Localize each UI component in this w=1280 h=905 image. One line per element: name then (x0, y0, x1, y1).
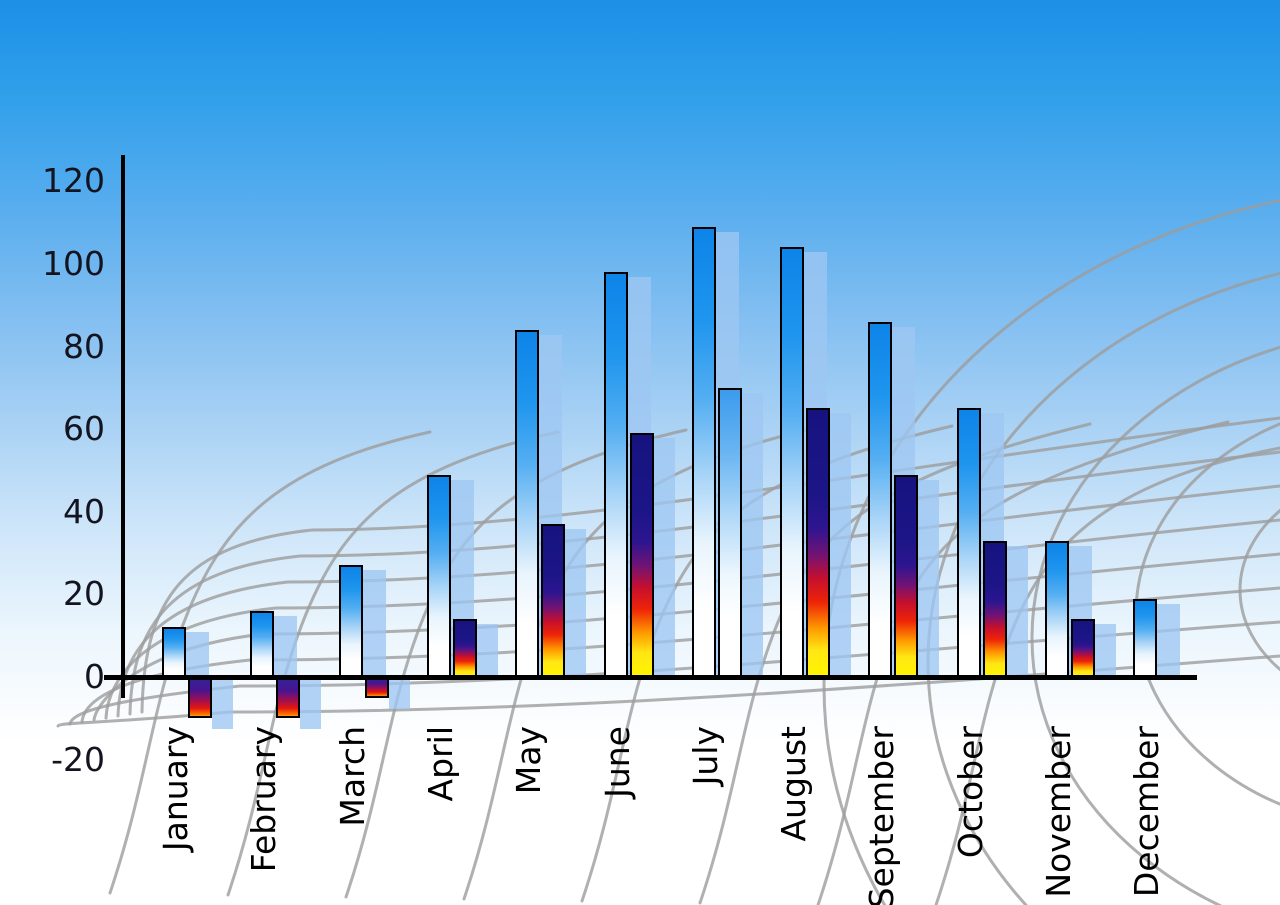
bar-june-secondary-shadow (653, 438, 675, 679)
x-axis-label: August (774, 726, 814, 842)
grid-meridian-line (226, 430, 560, 897)
bar-february-secondary-shadow (300, 680, 322, 730)
bar-july-secondary (717, 387, 742, 677)
bar-august-primary (780, 247, 805, 677)
bar-january-primary (162, 627, 186, 677)
x-axis-line (104, 675, 1197, 680)
bar-january-primary-shadow (185, 632, 209, 679)
bar-september-secondary (894, 474, 919, 677)
bar-october-secondary (982, 540, 1007, 677)
x-axis-label: March (332, 726, 372, 827)
grid-arc (822, 199, 1280, 905)
grid-meridian-line (108, 430, 432, 895)
x-axis-label: February (244, 726, 284, 873)
bar-july-primary (691, 226, 716, 677)
x-axis-label: January (156, 726, 195, 852)
y-axis-label: 60 (63, 409, 105, 449)
y-axis-label: 120 (42, 161, 105, 201)
y-axis-line (121, 155, 125, 698)
x-axis-label: May (509, 726, 549, 795)
bar-april-secondary-shadow (476, 624, 498, 679)
bar-april-secondary (452, 619, 477, 677)
bar-july-secondary-shadow (741, 392, 763, 679)
bar-january-secondary-shadow (212, 680, 233, 730)
bar-february-primary-shadow (273, 615, 298, 679)
bar-october-primary (956, 408, 981, 677)
bar-october-secondary-shadow (1006, 545, 1028, 679)
grid-arc (1238, 508, 1280, 672)
bar-november-secondary (1071, 619, 1095, 677)
y-axis-label: 40 (63, 491, 105, 531)
bar-december-primary (1133, 598, 1158, 677)
y-axis-label: 100 (42, 243, 105, 283)
x-axis-label: April (420, 726, 460, 802)
x-axis-label: September (862, 726, 902, 905)
bar-february-secondary (276, 677, 301, 719)
bar-may-secondary-shadow (565, 529, 587, 679)
bar-august-secondary (806, 408, 831, 677)
grid-meridian-line (698, 422, 1092, 905)
bar-december-primary-shadow (1156, 603, 1181, 679)
y-axis-label: -20 (51, 739, 105, 779)
y-axis-label: 80 (63, 326, 105, 366)
x-axis-label: November (1039, 726, 1078, 898)
bar-november-primary (1045, 540, 1069, 677)
bar-september-secondary-shadow (918, 479, 940, 679)
x-axis-label: December (1127, 726, 1167, 898)
bar-february-primary (250, 610, 275, 677)
bar-march-secondary-shadow (388, 680, 410, 709)
y-axis-label: 20 (63, 574, 105, 614)
y-axis-label: 0 (84, 657, 105, 696)
bar-june-primary (603, 272, 628, 677)
bar-may-primary (515, 329, 540, 677)
x-axis-label: October (950, 726, 990, 859)
bar-november-secondary-shadow (1095, 624, 1116, 679)
bar-march-secondary (364, 677, 389, 698)
bar-may-secondary (541, 524, 566, 677)
bar-january-secondary (188, 677, 212, 719)
bar-april-primary (426, 474, 451, 677)
x-axis-label: July (685, 726, 725, 786)
grid-arc (1030, 345, 1280, 905)
bar-march-primary-shadow (361, 570, 386, 679)
bar-september-primary (868, 321, 893, 677)
bar-june-secondary (629, 433, 654, 677)
x-axis-label: June (597, 726, 637, 798)
bar-march-primary (338, 565, 363, 677)
bar-august-secondary-shadow (830, 413, 852, 679)
